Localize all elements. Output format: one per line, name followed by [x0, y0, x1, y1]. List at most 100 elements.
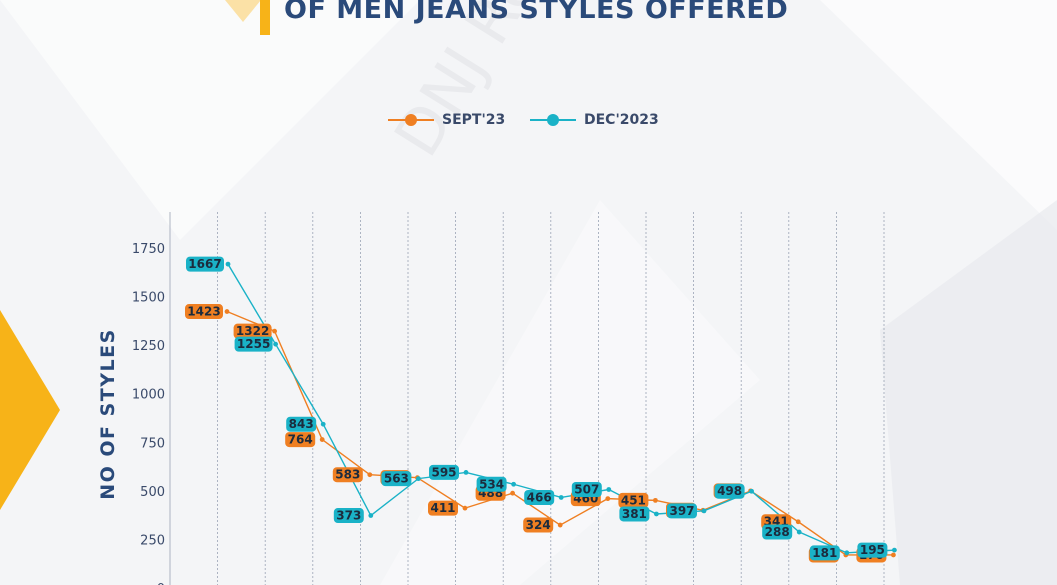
data-point[interactable] — [462, 505, 468, 511]
data-point[interactable] — [606, 487, 612, 492]
data-label: 451 — [618, 492, 649, 508]
data-labels: 1423132276458356841148832446045140050034… — [185, 256, 888, 563]
data-point[interactable] — [463, 470, 469, 475]
data-point[interactable] — [224, 309, 230, 314]
data-label-box — [234, 336, 273, 352]
data-point[interactable] — [749, 488, 754, 494]
data-point[interactable] — [795, 519, 801, 525]
legend-line-dec2023 — [530, 114, 576, 126]
data-point[interactable] — [273, 341, 278, 347]
data-point[interactable] — [320, 421, 326, 427]
data-label: 1667 — [186, 256, 224, 272]
data-point[interactable] — [558, 495, 564, 500]
data-point[interactable] — [319, 437, 325, 442]
data-label-box — [428, 500, 458, 516]
data-label-box — [185, 304, 223, 320]
data-label-box — [186, 256, 224, 272]
data-label-text: 397 — [669, 504, 694, 518]
data-label: 583 — [332, 467, 363, 483]
legend-line-sept23 — [388, 114, 434, 126]
data-label: 181 — [809, 545, 840, 561]
data-label: 373 — [333, 508, 364, 524]
data-label: 563 — [381, 471, 412, 487]
data-point[interactable] — [368, 513, 374, 518]
data-label-box — [809, 545, 840, 561]
y-tick-label: 1500 — [132, 291, 165, 306]
legend-item-dec2023[interactable]: DEC'2023 — [530, 112, 659, 128]
data-label-text: 583 — [335, 468, 360, 482]
data-label: 507 — [571, 481, 602, 497]
legend-label-sept23: SEPT'23 — [442, 112, 506, 128]
data-point[interactable] — [605, 496, 611, 502]
y-axis: 0 250 500 750 1000 1250 1500 1750 — [132, 242, 165, 585]
data-point[interactable] — [367, 472, 373, 478]
data-label-box — [286, 416, 317, 432]
data-label-text: 288 — [765, 525, 790, 539]
data-point[interactable] — [272, 328, 277, 334]
data-point[interactable] — [844, 550, 850, 556]
data-label-text: 381 — [622, 507, 647, 521]
data-label-text: 451 — [621, 493, 646, 507]
data-label-box — [429, 464, 459, 480]
data-label: 466 — [524, 489, 555, 505]
y-tick-label: 1250 — [132, 339, 165, 354]
series-line-0 — [226, 310, 894, 556]
data-label-box — [714, 483, 745, 499]
data-label: 498 — [714, 483, 745, 499]
data-label-text: 1667 — [188, 257, 221, 271]
data-label-box — [476, 476, 507, 492]
data-point[interactable] — [511, 481, 516, 487]
chart-series — [224, 261, 897, 558]
y-tick-label: 250 — [140, 533, 165, 548]
data-point[interactable] — [891, 552, 896, 558]
data-label-text: 466 — [527, 490, 552, 504]
data-label-box — [857, 542, 888, 558]
data-point[interactable] — [653, 497, 658, 503]
data-label: 595 — [429, 464, 459, 480]
data-label-text: 1255 — [237, 337, 270, 351]
data-label: 843 — [286, 416, 317, 432]
data-point[interactable] — [701, 508, 707, 514]
data-point[interactable] — [892, 547, 897, 553]
y-tick-label: 750 — [140, 436, 165, 451]
data-label-text: 373 — [336, 509, 361, 523]
data-label-text: 411 — [430, 501, 455, 515]
legend-dot-sept23 — [405, 114, 417, 126]
data-label-text: 507 — [574, 482, 599, 496]
data-label-text: 1322 — [236, 324, 269, 338]
data-label-box — [571, 481, 602, 497]
data-label-box — [619, 506, 650, 522]
title-accent-bar — [260, 0, 270, 35]
data-point[interactable] — [225, 261, 231, 267]
data-label-box — [524, 489, 555, 505]
data-label-box — [285, 432, 316, 448]
data-point[interactable] — [416, 476, 421, 482]
series-line-1 — [227, 263, 895, 554]
data-label-text: 843 — [289, 417, 314, 431]
data-label: 1322 — [233, 323, 272, 339]
data-point[interactable] — [557, 522, 563, 528]
data-label: 381 — [619, 506, 650, 522]
data-label-box — [233, 323, 272, 339]
title-accent-wedge — [225, 0, 261, 22]
data-label-text: 1423 — [187, 305, 220, 319]
data-label-text: 181 — [812, 546, 837, 560]
legend-item-sept23[interactable]: SEPT'23 — [388, 112, 505, 128]
data-label-text: 195 — [860, 543, 885, 557]
data-label: 288 — [762, 524, 793, 540]
data-label-box — [381, 471, 412, 487]
data-label: 1423 — [185, 304, 223, 320]
data-label-box — [667, 503, 697, 519]
left-arrow-decoration — [0, 310, 60, 510]
data-point[interactable] — [654, 511, 659, 517]
y-tick-label: 500 — [140, 485, 165, 500]
data-label: 411 — [428, 500, 458, 516]
data-point[interactable] — [796, 529, 802, 535]
legend-dot-dec2023 — [547, 114, 559, 126]
data-point[interactable] — [510, 490, 515, 496]
y-axis-label: NO OF STYLES — [97, 328, 119, 500]
data-label-text: 595 — [431, 465, 456, 479]
data-label-box — [523, 517, 554, 533]
legend-label-dec2023: DEC'2023 — [584, 112, 659, 128]
